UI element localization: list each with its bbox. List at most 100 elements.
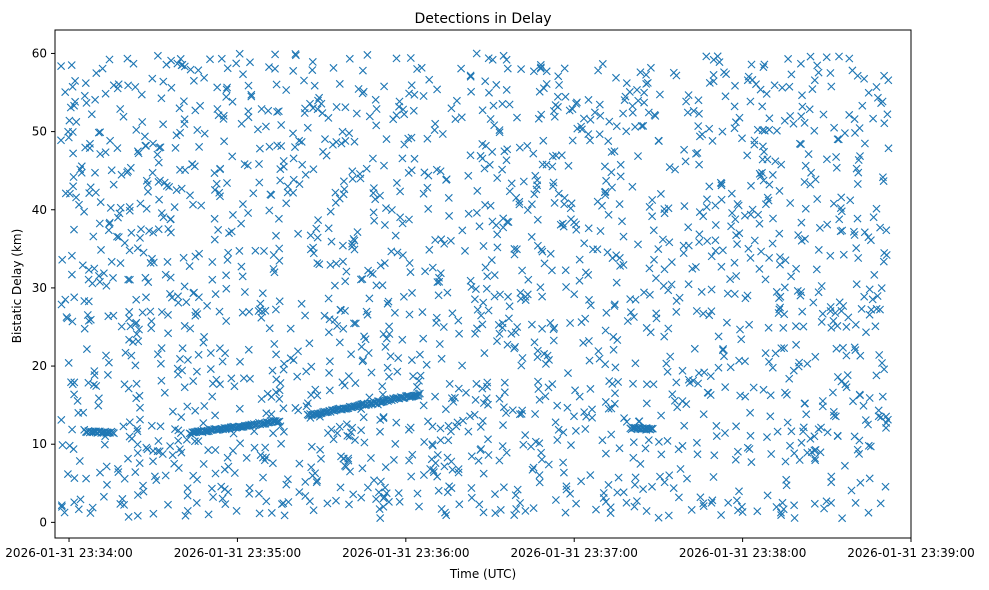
data-point <box>792 340 801 349</box>
data-point <box>164 329 173 338</box>
data-point <box>289 154 298 163</box>
y-tick-label: 20 <box>32 359 47 373</box>
data-point <box>829 407 838 416</box>
data-point <box>549 107 558 115</box>
data-point <box>398 154 407 163</box>
data-point <box>121 348 130 357</box>
data-point <box>549 178 558 187</box>
data-point <box>240 288 249 296</box>
data-point <box>832 153 841 161</box>
data-point <box>853 214 862 223</box>
data-point <box>618 217 626 226</box>
data-point <box>829 316 838 325</box>
data-point <box>407 133 416 142</box>
data-point <box>394 354 403 363</box>
data-point <box>447 104 456 113</box>
data-point <box>680 145 689 154</box>
data-point <box>765 114 774 123</box>
data-point <box>642 323 651 332</box>
data-point <box>559 428 568 437</box>
data-point <box>484 306 493 315</box>
data-point <box>70 293 79 302</box>
data-point <box>768 170 777 179</box>
data-point <box>325 386 334 395</box>
data-point <box>604 404 613 413</box>
data-point <box>170 203 179 212</box>
data-point <box>645 264 654 273</box>
data-point <box>172 131 181 140</box>
data-point <box>696 493 705 502</box>
data-point <box>527 232 536 241</box>
data-point <box>176 128 185 137</box>
data-point <box>230 382 239 391</box>
data-point <box>310 81 319 90</box>
data-point <box>125 203 134 211</box>
data-point <box>873 93 882 102</box>
data-point <box>657 411 666 420</box>
data-point <box>664 204 673 213</box>
data-point <box>827 478 836 487</box>
data-point <box>333 429 342 438</box>
data-point <box>736 391 745 400</box>
data-point <box>746 253 755 262</box>
data-point <box>664 286 673 295</box>
data-point <box>174 436 183 445</box>
data-point <box>546 318 555 327</box>
data-point <box>364 349 373 357</box>
data-point <box>166 215 175 223</box>
data-point <box>177 184 186 193</box>
data-point <box>200 73 209 82</box>
data-point <box>693 450 702 459</box>
data-point <box>883 110 892 119</box>
data-point <box>807 168 816 177</box>
data-point <box>765 180 774 189</box>
data-point <box>483 272 492 281</box>
data-point <box>315 93 324 102</box>
data-point <box>660 332 669 341</box>
data-point <box>502 85 511 94</box>
data-point <box>420 438 429 446</box>
data-point <box>872 371 881 380</box>
data-point <box>794 231 803 240</box>
data-point <box>835 298 844 307</box>
data-point <box>436 424 445 433</box>
data-point <box>318 109 327 118</box>
data-point <box>338 241 347 250</box>
data-point <box>82 98 91 107</box>
data-point <box>156 359 165 368</box>
data-point <box>513 485 522 494</box>
data-point <box>271 50 280 59</box>
data-point <box>117 322 126 331</box>
data-point <box>553 401 562 410</box>
data-point <box>483 378 492 387</box>
data-point <box>733 240 742 249</box>
data-point <box>727 189 736 198</box>
data-point <box>695 160 704 169</box>
data-point <box>616 172 625 181</box>
data-point <box>567 441 575 450</box>
data-point <box>164 310 172 319</box>
data-point <box>109 81 118 90</box>
data-point <box>186 191 194 200</box>
data-point <box>536 60 545 69</box>
data-point <box>831 309 840 317</box>
data-point <box>614 473 623 482</box>
data-point <box>512 245 521 254</box>
data-point <box>629 453 638 462</box>
data-point <box>533 353 542 362</box>
data-point <box>783 418 792 427</box>
data-point <box>715 58 724 67</box>
data-point <box>466 151 475 160</box>
data-point <box>637 122 646 130</box>
data-point <box>668 390 677 399</box>
data-point <box>391 231 400 240</box>
data-point <box>539 136 548 145</box>
data-point <box>70 378 79 387</box>
data-point <box>155 195 164 204</box>
data-point <box>341 103 350 112</box>
data-point <box>220 137 229 146</box>
data-point <box>235 246 244 255</box>
data-point <box>156 176 164 185</box>
data-point <box>855 449 864 458</box>
data-point <box>771 157 780 166</box>
